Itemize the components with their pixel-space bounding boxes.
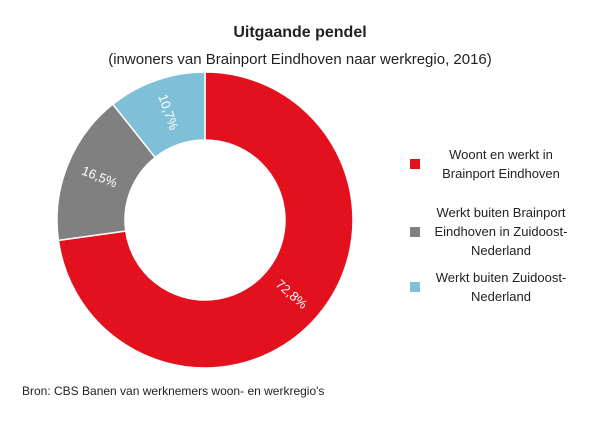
source-note: Bron: CBS Banen van werknemers woon- en … — [22, 384, 325, 398]
chart-title: Uitgaande pendel — [233, 24, 367, 41]
legend-item: Werkt buiten Brainport Eindhoven in Zuid… — [410, 203, 590, 260]
donut-slice — [111, 71, 206, 159]
legend-swatch — [410, 159, 420, 169]
donut-slice — [57, 71, 354, 369]
legend-item: Werkt buiten Zuidoost-Nederland — [410, 268, 590, 306]
legend-label: Woont en werkt in Brainport Eindhoven — [442, 147, 560, 181]
chart-subtitle: (inwoners van Brainport Eindhoven naar w… — [108, 51, 492, 68]
legend-label: Werkt buiten Zuidoost-Nederland — [435, 270, 567, 304]
legend-swatch — [410, 226, 420, 237]
legend-label: Werkt buiten Brainport Eindhoven in Zuid… — [434, 205, 568, 258]
legend-swatch — [410, 282, 420, 292]
legend-item: Woont en werkt in Brainport Eindhoven — [410, 145, 590, 183]
